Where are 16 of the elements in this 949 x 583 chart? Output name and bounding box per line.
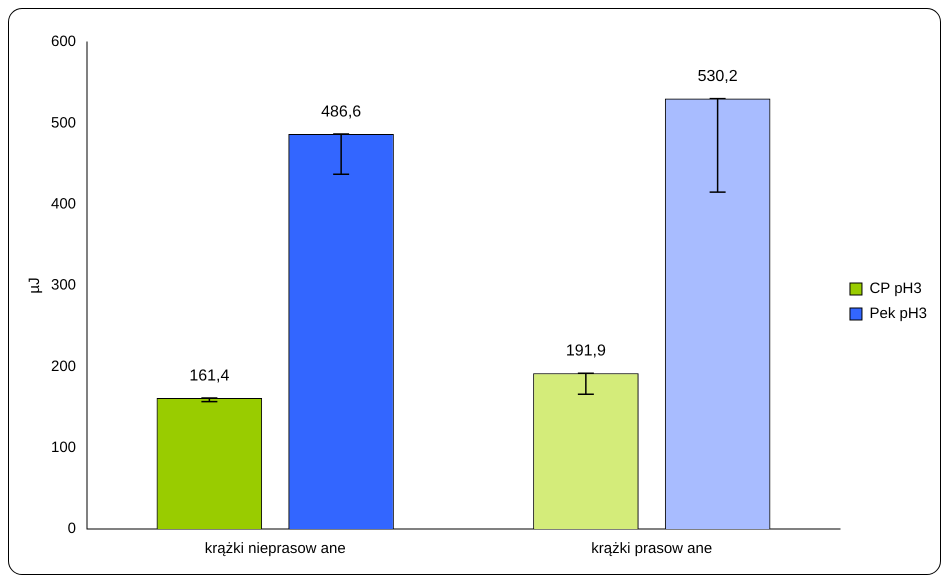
x-tick-label: krążki prasow ane <box>591 540 712 558</box>
y-tick-label: 200 <box>50 358 76 375</box>
legend-label: Pek pH3 <box>869 305 928 322</box>
x-tick-label: krążki nieprasow ane <box>204 540 346 558</box>
data-label: 161,4 <box>189 367 230 384</box>
y-tick-label: 300 <box>50 276 76 294</box>
y-tick-label: 100 <box>50 438 76 456</box>
y-tick-label: 0 <box>68 520 76 538</box>
data-label: 191,9 <box>566 342 606 360</box>
y-tick-label: 600 <box>50 33 76 50</box>
data-label: 486,6 <box>321 103 362 120</box>
data-label: 530,2 <box>698 68 738 86</box>
y-tick-label: 400 <box>50 195 76 212</box>
legend-label: CP pH3 <box>869 280 922 298</box>
y-tick-label: 500 <box>50 114 76 132</box>
y-axis-title: µJ <box>26 277 44 294</box>
